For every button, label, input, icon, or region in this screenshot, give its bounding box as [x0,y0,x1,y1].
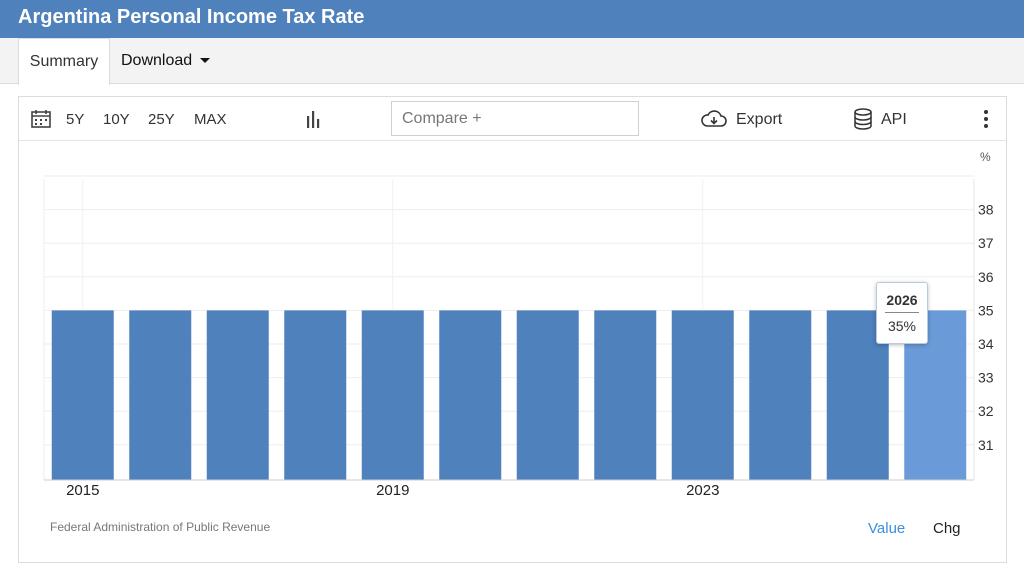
download-label: Download [121,52,193,69]
bar[interactable] [361,310,424,480]
export-button[interactable]: Export [736,111,783,128]
tooltip-year: 2026 [886,292,918,308]
chg-toggle[interactable]: Chg [933,520,961,537]
bar-chart-icon[interactable] [305,110,323,128]
bar[interactable] [594,310,657,480]
range-10y-button[interactable]: 10Y [103,111,130,128]
range-5y-button[interactable]: 5Y [66,111,85,128]
bar[interactable] [129,310,192,480]
chart-tooltip: 2026 35% [876,282,928,344]
bar[interactable] [516,310,579,480]
value-toggle[interactable]: Value [868,520,906,537]
tooltip-divider [885,312,919,313]
range-max-button[interactable]: MAX [194,111,227,128]
bar[interactable] [284,310,347,480]
page-title: Argentina Personal Income Tax Rate [0,0,1024,38]
tabs-bar: Summary Download [0,38,1024,85]
cloud-download-icon[interactable] [701,109,727,129]
bar[interactable] [206,310,269,480]
tab-summary[interactable]: Summary [18,38,110,85]
bar[interactable] [749,310,812,480]
calendar-icon[interactable] [31,110,51,128]
bar[interactable] [51,310,114,480]
database-icon[interactable] [853,108,873,130]
compare-input[interactable] [391,101,639,136]
kebab-menu-icon[interactable] [981,109,991,129]
range-25y-button[interactable]: 25Y [148,111,175,128]
source-note: Federal Administration of Public Revenue [50,520,271,534]
bar[interactable] [671,310,734,480]
bar[interactable] [439,310,502,480]
caret-down-icon [200,58,211,64]
tooltip-value: 35% [887,318,917,334]
download-dropdown[interactable]: Download [121,38,211,84]
api-button[interactable]: API [881,111,907,128]
chart-toolbar: 5Y 10Y 25Y MAX Export API [19,97,1006,141]
